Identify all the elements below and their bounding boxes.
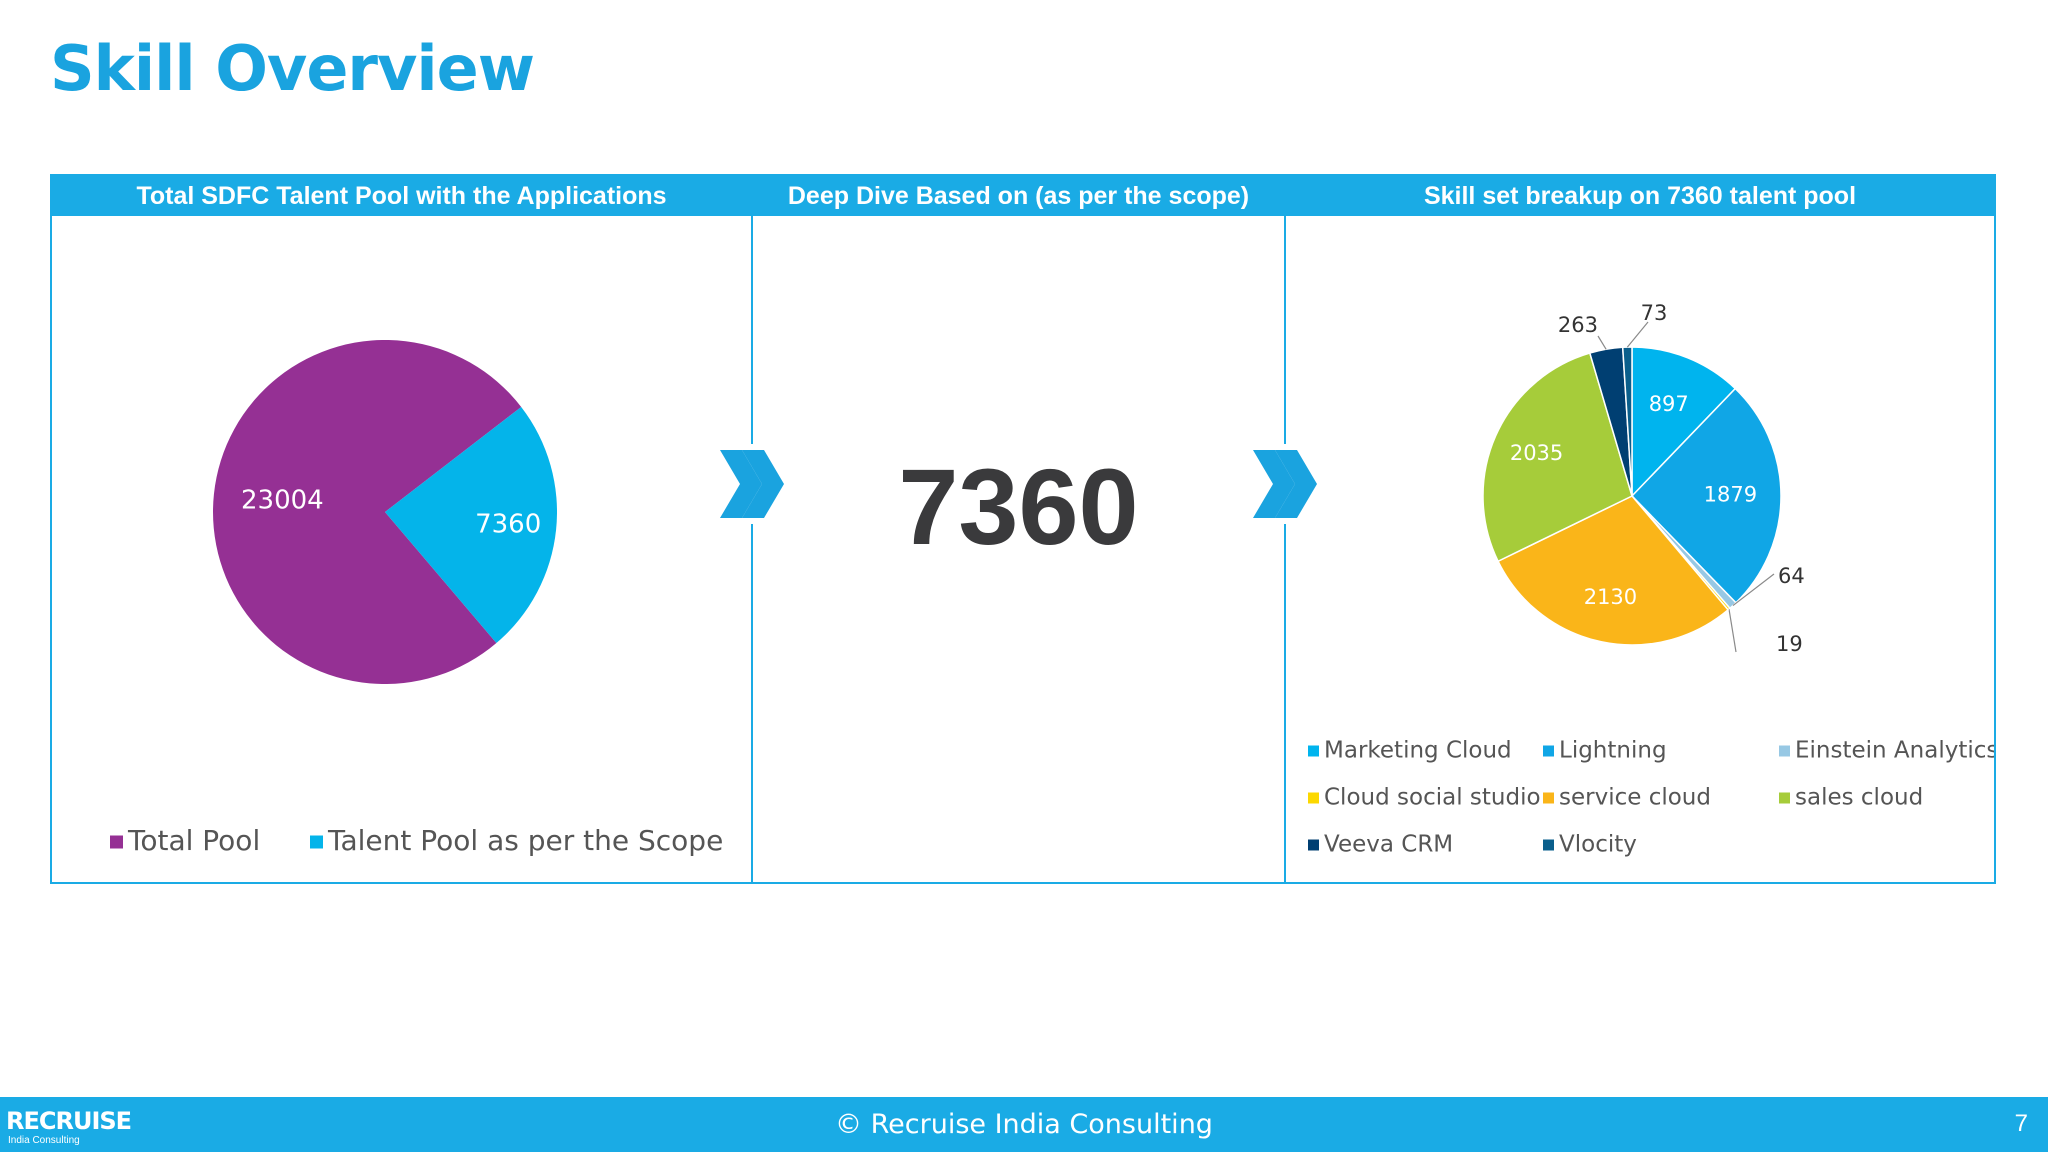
legend-item-cloud-social-studio: Cloud social studio (1308, 785, 1541, 811)
legend-swatch (1543, 745, 1554, 757)
talent-pool-panel-header: Total SDFC Talent Pool with the Applicat… (52, 176, 751, 216)
legend-item-vlocity: Vlocity (1543, 832, 1637, 858)
deep-dive-value: 7360 (898, 446, 1139, 567)
legend-swatch (1779, 745, 1790, 757)
slide-title: Skill Overview (50, 32, 535, 105)
legend-swatch (1543, 839, 1554, 851)
talent-pool-panel: Total SDFC Talent Pool with the Applicat… (50, 174, 753, 884)
skill-breakup-panel: Skill set breakup on 7360 talent pool 89… (1284, 174, 1996, 884)
legend-label: sales cloud (1795, 785, 1923, 811)
leader-line-einstein-analytics (1732, 573, 1775, 607)
pie-slice-marketing-cloud (1631, 346, 1737, 498)
data-label-vlocity: 73 (1641, 301, 1668, 325)
data-label-cloud-social-studio: 19 (1776, 632, 1803, 656)
footer: RECRUISE India Consulting © Recruise Ind… (0, 1097, 2048, 1152)
data-label-service-cloud: 2130 (1584, 585, 1637, 609)
legend-item-einstein-analytics: Einstein Analytics (1779, 738, 1994, 764)
legend-item-total-pool: Total Pool (110, 824, 260, 857)
legend-swatch (1779, 792, 1790, 804)
logo-subtext: India Consulting (8, 1135, 80, 1146)
leader-line-vlocity (1626, 321, 1649, 348)
talent-pool-pie-chart: 23004 7360 Total Pool Talent Pool as per th… (110, 340, 723, 857)
legend-label: Vlocity (1559, 832, 1637, 858)
pie-slice-lightning (1630, 387, 1782, 604)
legend-item-sales-cloud: sales cloud (1779, 785, 1923, 811)
recruise-logo: RECRUISE India Consulting (6, 1103, 132, 1149)
footer-copyright: © Recruise India Consulting (835, 1109, 1213, 1140)
legend-label: Lightning (1559, 738, 1667, 764)
data-label-marketing-cloud: 897 (1649, 392, 1689, 416)
skill-breakup-pie-chart: 897 1879 64 19 2130 2035 263 73 Marketing Cloud L… (1308, 301, 1994, 858)
leader-line-veeva-crm (1597, 335, 1607, 350)
legend-item-talent-pool-as-per-the-scope: Talent Pool as per the Scope (310, 824, 723, 857)
legend-label: Total Pool (127, 824, 260, 857)
data-label-talent-pool-as-per-the-scope: 7360 (475, 509, 541, 539)
legend-label: Talent Pool as per the Scope (327, 824, 723, 857)
legend-swatch (1543, 792, 1554, 804)
chevron-right-icon (1249, 444, 1321, 524)
legend-label: Marketing Cloud (1324, 738, 1512, 764)
legend-item-marketing-cloud: Marketing Cloud (1308, 738, 1512, 764)
data-label-einstein-analytics: 64 (1778, 564, 1805, 588)
legend-item-veeva-crm: Veeva CRM (1308, 832, 1453, 858)
legend-label: Cloud social studio (1324, 785, 1541, 811)
data-label-total-pool: 23004 (241, 486, 324, 516)
legend-item-lightning: Lightning (1543, 738, 1667, 764)
legend-item-service-cloud: service cloud (1543, 785, 1711, 811)
legend-swatch (110, 835, 123, 849)
deep-dive-panel-header: Deep Dive Based on (as per the scope) (753, 176, 1284, 216)
legend-label: service cloud (1559, 785, 1711, 811)
skill-breakup-panel-header: Skill set breakup on 7360 talent pool (1286, 176, 1994, 216)
data-label-sales-cloud: 2035 (1510, 441, 1563, 465)
pie-slice-total-pool (213, 340, 522, 684)
pie-slice-sales-cloud (1482, 352, 1633, 563)
leader-line-cloud-social-studio (1728, 608, 1737, 653)
page-number: 7 (2014, 1110, 2028, 1137)
logo-wordmark: RECRUISE (6, 1107, 132, 1135)
legend-label: Veeva CRM (1324, 832, 1453, 858)
legend-label: Einstein Analytics (1795, 738, 1994, 764)
data-label-veeva-crm: 263 (1558, 313, 1598, 337)
legend-swatch (310, 835, 323, 849)
legend-swatch (1308, 792, 1319, 804)
chevron-right-icon (716, 444, 788, 524)
legend-swatch (1308, 839, 1319, 851)
pie-slice-talent-pool-as-per-the-scope (385, 406, 557, 644)
data-label-lightning: 1879 (1704, 483, 1757, 507)
pie-slice-service-cloud (1497, 495, 1730, 646)
legend-swatch (1308, 745, 1319, 757)
pie-slice-vlocity (1621, 346, 1633, 497)
deep-dive-panel: Deep Dive Based on (as per the scope) 73… (751, 174, 1286, 884)
